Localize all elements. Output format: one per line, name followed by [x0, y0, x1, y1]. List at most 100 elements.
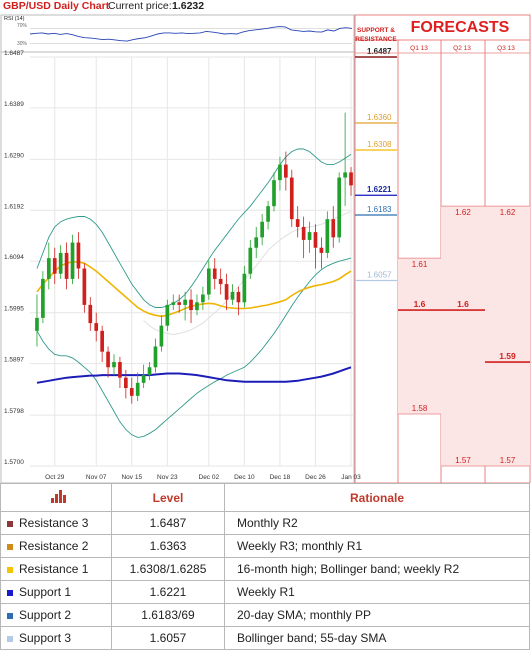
- candle-body: [100, 330, 104, 352]
- candle-body: [272, 180, 276, 207]
- row-rationale: Bollinger band; 55-day SMA: [224, 626, 530, 650]
- candle-body: [171, 302, 176, 305]
- candle-body: [230, 291, 235, 300]
- sr-title-line2: RESISTANCE: [355, 36, 397, 43]
- bollinger-upper-line: [36, 148, 352, 308]
- candle-body: [289, 177, 294, 220]
- candle-body: [118, 362, 122, 378]
- candle-body: [212, 268, 217, 279]
- x-tick-label: Dec 02: [199, 474, 220, 481]
- row-level: 1.6221: [111, 580, 225, 604]
- forecasts-title: FORECASTS: [411, 19, 510, 36]
- row-name: Resistance 2: [19, 539, 89, 553]
- candle-body: [325, 219, 330, 253]
- candle-body: [278, 164, 282, 181]
- candle-body: [183, 299, 187, 305]
- candle-body: [94, 323, 99, 331]
- candle-body: [106, 351, 110, 368]
- candle-body: [153, 346, 158, 368]
- table-row: Resistance 2 1.6363 Weekly R3; monthly R…: [0, 534, 530, 558]
- row-name: Resistance 1: [19, 562, 89, 576]
- candle-body: [349, 172, 353, 186]
- candle-body: [206, 268, 211, 295]
- forecast-low-label: 1.57: [500, 456, 516, 465]
- x-tick-label: Dec 26: [305, 474, 326, 481]
- sma-200-line: [36, 366, 352, 384]
- candle-body: [260, 221, 264, 238]
- quarter-q2: Q2 13: [453, 45, 471, 52]
- candle-body: [343, 172, 347, 178]
- table-row: Support 2 1.6183/69 20-day SMA; monthly …: [0, 603, 530, 627]
- x-tick-label: Nov 07: [86, 474, 107, 481]
- y-tick-label: 1.5700: [4, 459, 24, 466]
- forecast-mid-label: 1.6: [414, 299, 426, 309]
- swatch-resistance-2: [7, 543, 13, 550]
- y-tick-label: 1.6290: [4, 152, 24, 159]
- candle-body: [141, 375, 146, 383]
- row-level: 1.6183/69: [111, 603, 225, 627]
- forecast-range-box: [485, 206, 530, 467]
- row-rationale: Monthly R2: [224, 511, 530, 535]
- sr-label-res1: 1.6308: [367, 140, 392, 149]
- y-tick-label: 1.5897: [4, 357, 24, 364]
- candle-body: [242, 273, 247, 303]
- x-tick-label: Dec 10: [234, 474, 255, 481]
- x-tick-label: Dec 18: [270, 474, 291, 481]
- candle-body: [58, 252, 63, 274]
- candle-body: [295, 219, 300, 227]
- table-header-row: Level Rationale: [0, 483, 530, 512]
- table-header-icon-cell: [0, 483, 112, 512]
- table-row: Support 3 1.6057 Bollinger band; 55-day …: [0, 626, 530, 650]
- candle-body: [129, 388, 134, 396]
- table-row: Resistance 1 1.6308/1.6285 16-month high…: [0, 557, 530, 581]
- candle-body: [177, 302, 182, 305]
- candle-body: [46, 258, 51, 279]
- forecast-high-label: 1.62: [500, 208, 516, 217]
- y-tick-label: 1.6487: [4, 50, 24, 57]
- candle-body: [307, 232, 312, 240]
- candle-body: [135, 382, 140, 396]
- candle-body: [201, 294, 205, 303]
- candle-body: [52, 258, 57, 274]
- sr-title-line1: SUPPORT &: [357, 27, 395, 34]
- table-header-level: Level: [111, 483, 225, 512]
- candle-body: [64, 252, 69, 279]
- candle-body: [313, 232, 318, 248]
- x-tick-label: Nov 15: [121, 474, 142, 481]
- candle-body: [195, 302, 199, 311]
- y-tick-label: 1.5798: [4, 408, 24, 415]
- candle-body: [124, 377, 128, 389]
- forecast-range-box: [398, 258, 441, 415]
- price-label: Current price:: [108, 0, 172, 12]
- chart-frame: [0, 14, 355, 483]
- candle-body: [266, 206, 270, 222]
- forecast-range-box: [441, 206, 485, 467]
- bollinger-mid-line: [143, 210, 352, 336]
- candle-body: [218, 278, 223, 285]
- y-tick-label: 1.6192: [4, 203, 24, 210]
- candle-body: [165, 304, 170, 326]
- quarter-q1: Q1 13: [410, 45, 428, 52]
- forecast-mid-label: 1.6: [457, 299, 469, 309]
- table-row: Support 1 1.6221 Weekly R1: [0, 580, 530, 604]
- y-tick-label: 1.5995: [4, 306, 24, 313]
- swatch-resistance-3: [7, 520, 13, 527]
- candle-body: [224, 284, 229, 300]
- candle-body: [319, 247, 324, 253]
- quarter-q3: Q3 13: [497, 45, 515, 52]
- y-tick-label: 1.6389: [4, 101, 24, 108]
- sr-label-sup3: 1.6057: [367, 270, 392, 279]
- candle-body: [236, 291, 241, 303]
- row-rationale: 16-month high; Bollinger band; weekly R2: [224, 557, 530, 581]
- swatch-support-2: [7, 612, 13, 619]
- x-tick-label: Nov 23: [157, 474, 178, 481]
- candle-body: [301, 226, 306, 240]
- row-rationale: Weekly R3; monthly R1: [224, 534, 530, 558]
- row-name: Support 3: [19, 631, 72, 645]
- candle-body: [284, 164, 288, 178]
- row-rationale: Weekly R1: [224, 580, 530, 604]
- candle-body: [76, 242, 81, 269]
- forecast-mid-label: 1.59: [499, 351, 516, 361]
- candle-body: [147, 367, 152, 376]
- price-value: 1.6232: [172, 0, 204, 12]
